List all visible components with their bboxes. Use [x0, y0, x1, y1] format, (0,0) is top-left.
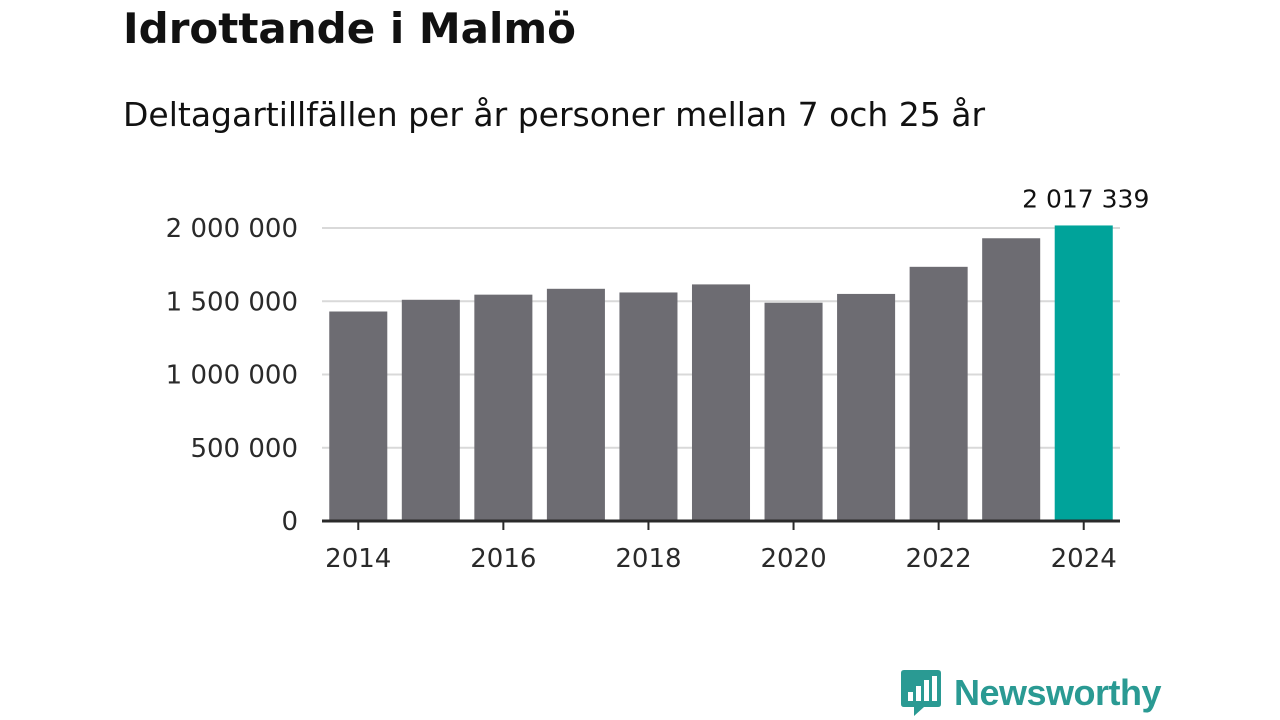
bar-2020: [764, 302, 823, 521]
brand-name: Newsworthy: [954, 672, 1162, 713]
y-tick-label: 2 000 000: [166, 214, 298, 244]
bar-2023: [982, 238, 1041, 521]
chart-title: Idrottande i Malmö: [123, 4, 576, 53]
y-tick-label: 1 000 000: [166, 361, 298, 391]
x-tick-label: 2018: [615, 544, 681, 574]
x-tick-label: 2022: [906, 544, 972, 574]
bar-2017: [546, 288, 605, 521]
bar-value-label: 2 017 339: [1022, 184, 1149, 213]
y-tick-label: 0: [281, 507, 298, 537]
bar-2019: [691, 284, 751, 521]
x-tick-label: 2014: [325, 544, 391, 574]
x-tick-label: 2020: [760, 544, 826, 574]
bar-chart: 0 500 000 1 000 000 1 500 000 2 000 000 2 017…: [166, 184, 1150, 574]
bar-2014: [329, 311, 388, 521]
brand-logo: Newsworthy: [900, 668, 1162, 718]
x-tick-label: 2024: [1051, 544, 1117, 574]
y-tick-label: 500 000: [190, 434, 298, 464]
chart-subtitle: Deltagartillfällen per år personer mella…: [123, 95, 986, 134]
bar-2024: [1054, 225, 1113, 521]
newsworthy-logo-icon: [901, 670, 941, 716]
y-tick-label: 1 500 000: [166, 287, 298, 317]
x-tick-label: 2016: [470, 544, 536, 574]
bar-2022: [909, 266, 968, 521]
bar-2015: [401, 299, 460, 521]
bar-2018: [619, 292, 678, 521]
bar-2016: [474, 294, 533, 521]
bar-2021: [837, 293, 896, 521]
